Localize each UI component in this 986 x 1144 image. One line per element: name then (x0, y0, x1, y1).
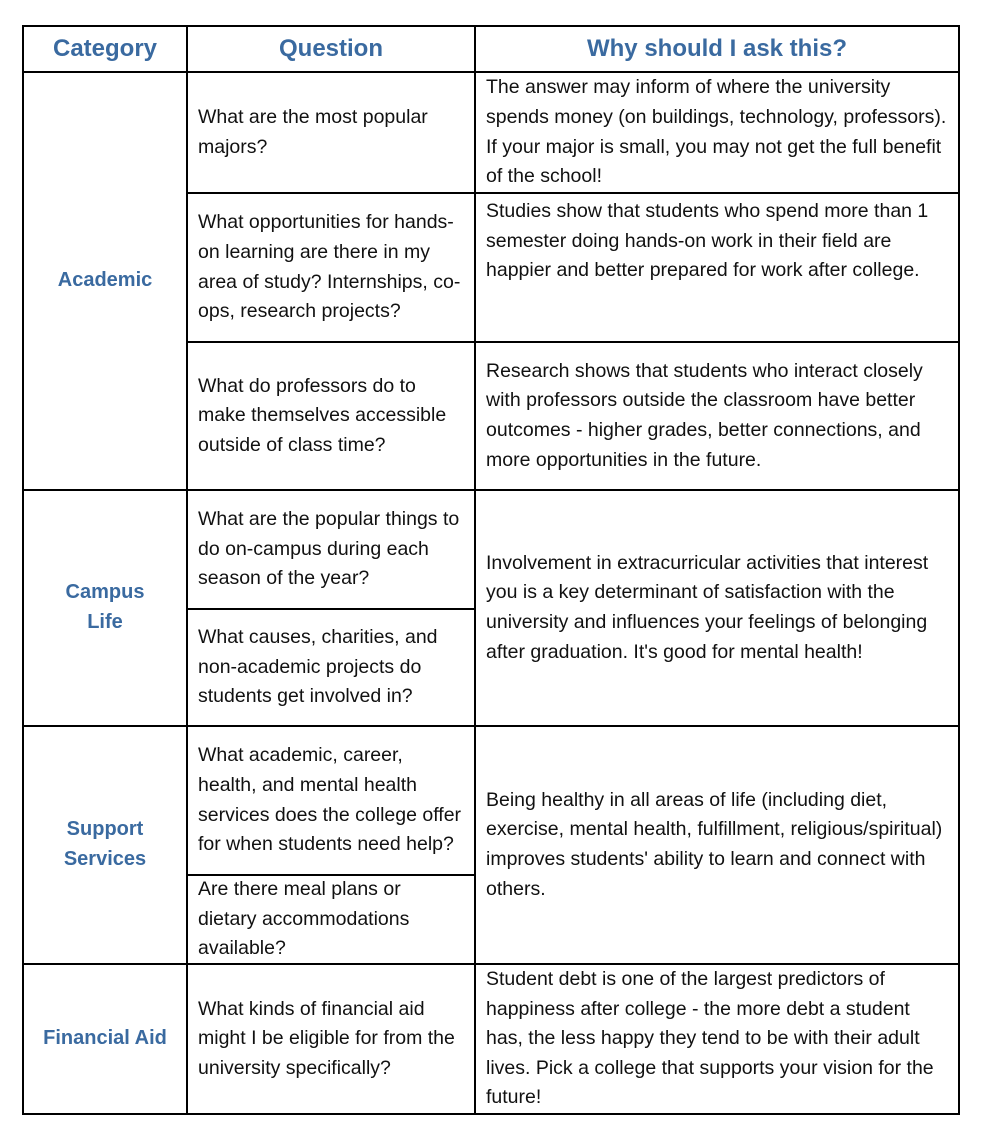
question-cell: What are the most popular majors? (186, 71, 476, 194)
question-cell: What do professors do to make themselves… (186, 341, 476, 491)
reason-cell: The answer may inform of where the unive… (474, 71, 960, 194)
reason-cell: Student debt is one of the largest predi… (474, 963, 960, 1115)
question-cell: What opportunities for hands-on learning… (186, 192, 476, 343)
header-category: Category (22, 25, 188, 73)
question-cell: Are there meal plans or dietary accommod… (186, 874, 476, 965)
category-financial-aid: Financial Aid (22, 963, 188, 1115)
category-campus-life: Campus Life (22, 489, 188, 727)
reason-cell: Studies show that students who spend mor… (474, 192, 960, 343)
question-cell: What academic, career, health, and menta… (186, 725, 476, 876)
header-why: Why should I ask this? (474, 25, 960, 73)
reason-cell: Research shows that students who interac… (474, 341, 960, 491)
question-cell: What causes, charities, and non-academic… (186, 608, 476, 727)
category-support-services: Support Services (22, 725, 188, 965)
reason-cell: Being healthy in all areas of life (incl… (474, 725, 960, 965)
reason-cell: Involvement in extracurricular activitie… (474, 489, 960, 727)
question-cell: What are the popular things to do on-cam… (186, 489, 476, 610)
question-cell: What kinds of financial aid might I be e… (186, 963, 476, 1115)
category-academic: Academic (22, 71, 188, 491)
header-question: Question (186, 25, 476, 73)
